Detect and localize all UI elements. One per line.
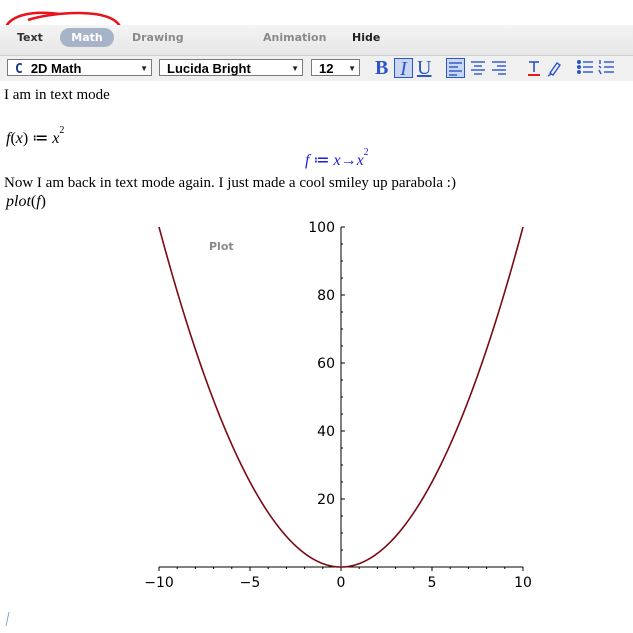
tab-plot[interactable]: Plot [209, 240, 234, 253]
math-base: x [52, 130, 60, 147]
tab-text[interactable]: Text [17, 31, 43, 44]
assign-operator: ≔ [32, 130, 49, 147]
align-center-icon[interactable] [469, 58, 487, 78]
font-select[interactable]: Lucida Bright ▼ [159, 59, 303, 76]
align-right-icon[interactable] [490, 58, 508, 78]
font-size-value: 12 [319, 61, 334, 76]
align-left-icon[interactable] [446, 58, 465, 78]
math-func-name: f [6, 130, 11, 147]
output-func-name: f [305, 152, 310, 169]
text-cursor [5, 612, 13, 626]
x-tick-label: 0 [337, 575, 346, 591]
math-var: x [15, 130, 23, 147]
x-tick-label: −5 [240, 575, 261, 591]
style-select[interactable]: C 2D Math ▼ [7, 59, 152, 77]
style-type-icon: C [15, 62, 23, 77]
arrow-operator: → [340, 152, 357, 169]
numbered-list-icon[interactable] [597, 58, 615, 78]
x-tick-label: 10 [514, 575, 532, 591]
x-tick-label: 5 [428, 575, 437, 591]
bold-icon[interactable]: B [375, 57, 389, 79]
plot-arg: f [36, 193, 41, 210]
y-tick-label: 60 [317, 356, 335, 372]
y-tick-label: 80 [317, 288, 335, 304]
italic-icon[interactable]: I [394, 58, 413, 79]
tab-math[interactable]: Math [60, 28, 114, 47]
math-output-result: f ≔ x→x2 [305, 147, 369, 170]
y-tick-label: 40 [317, 424, 335, 440]
font-select-value: Lucida Bright [167, 61, 251, 76]
tab-animation[interactable]: Animation [263, 31, 327, 44]
underline-icon[interactable]: U [417, 57, 432, 79]
chevron-down-icon: ▼ [291, 64, 299, 73]
math-input-definition[interactable]: f(x) ≔ x2 [6, 125, 65, 147]
x-tick-label: −10 [144, 575, 174, 591]
format-toolbar: C 2D Math ▼ Lucida Bright ▼ 12 ▼ B I U [0, 56, 633, 81]
chevron-down-icon: ▼ [140, 64, 148, 73]
y-tick-label: 100 [308, 220, 335, 236]
y-tick-label: 20 [317, 492, 335, 508]
tab-drawing[interactable]: Drawing [132, 31, 184, 44]
font-size-select[interactable]: 12 ▼ [311, 59, 360, 76]
hide-toolbar-button[interactable]: Hide [352, 31, 381, 44]
output-assign-operator: ≔ [313, 152, 330, 169]
output-base: x [356, 152, 364, 169]
plot-command[interactable]: plot(f) [6, 193, 46, 210]
parabola-plot[interactable]: −10 −5 0 5 10 20 40 60 80 100 [0, 215, 633, 595]
output-var: x [333, 152, 341, 169]
plot-func-name: plot [6, 193, 31, 210]
math-exponent: 2 [59, 125, 65, 136]
bullet-list-icon[interactable] [576, 58, 594, 78]
style-select-value: 2D Math [30, 61, 82, 76]
text-line-1[interactable]: I am in text mode [4, 87, 110, 103]
output-exponent: 2 [363, 147, 369, 158]
chevron-down-icon: ▼ [348, 64, 356, 73]
mode-toolbar: Text Math Drawing Plot Animation Hide [0, 25, 633, 253]
text-color-icon[interactable] [525, 58, 543, 78]
highlight-color-icon[interactable] [545, 58, 563, 78]
text-line-2[interactable]: Now I am back in text mode again. I just… [4, 175, 456, 191]
series-line [158, 226, 524, 568]
